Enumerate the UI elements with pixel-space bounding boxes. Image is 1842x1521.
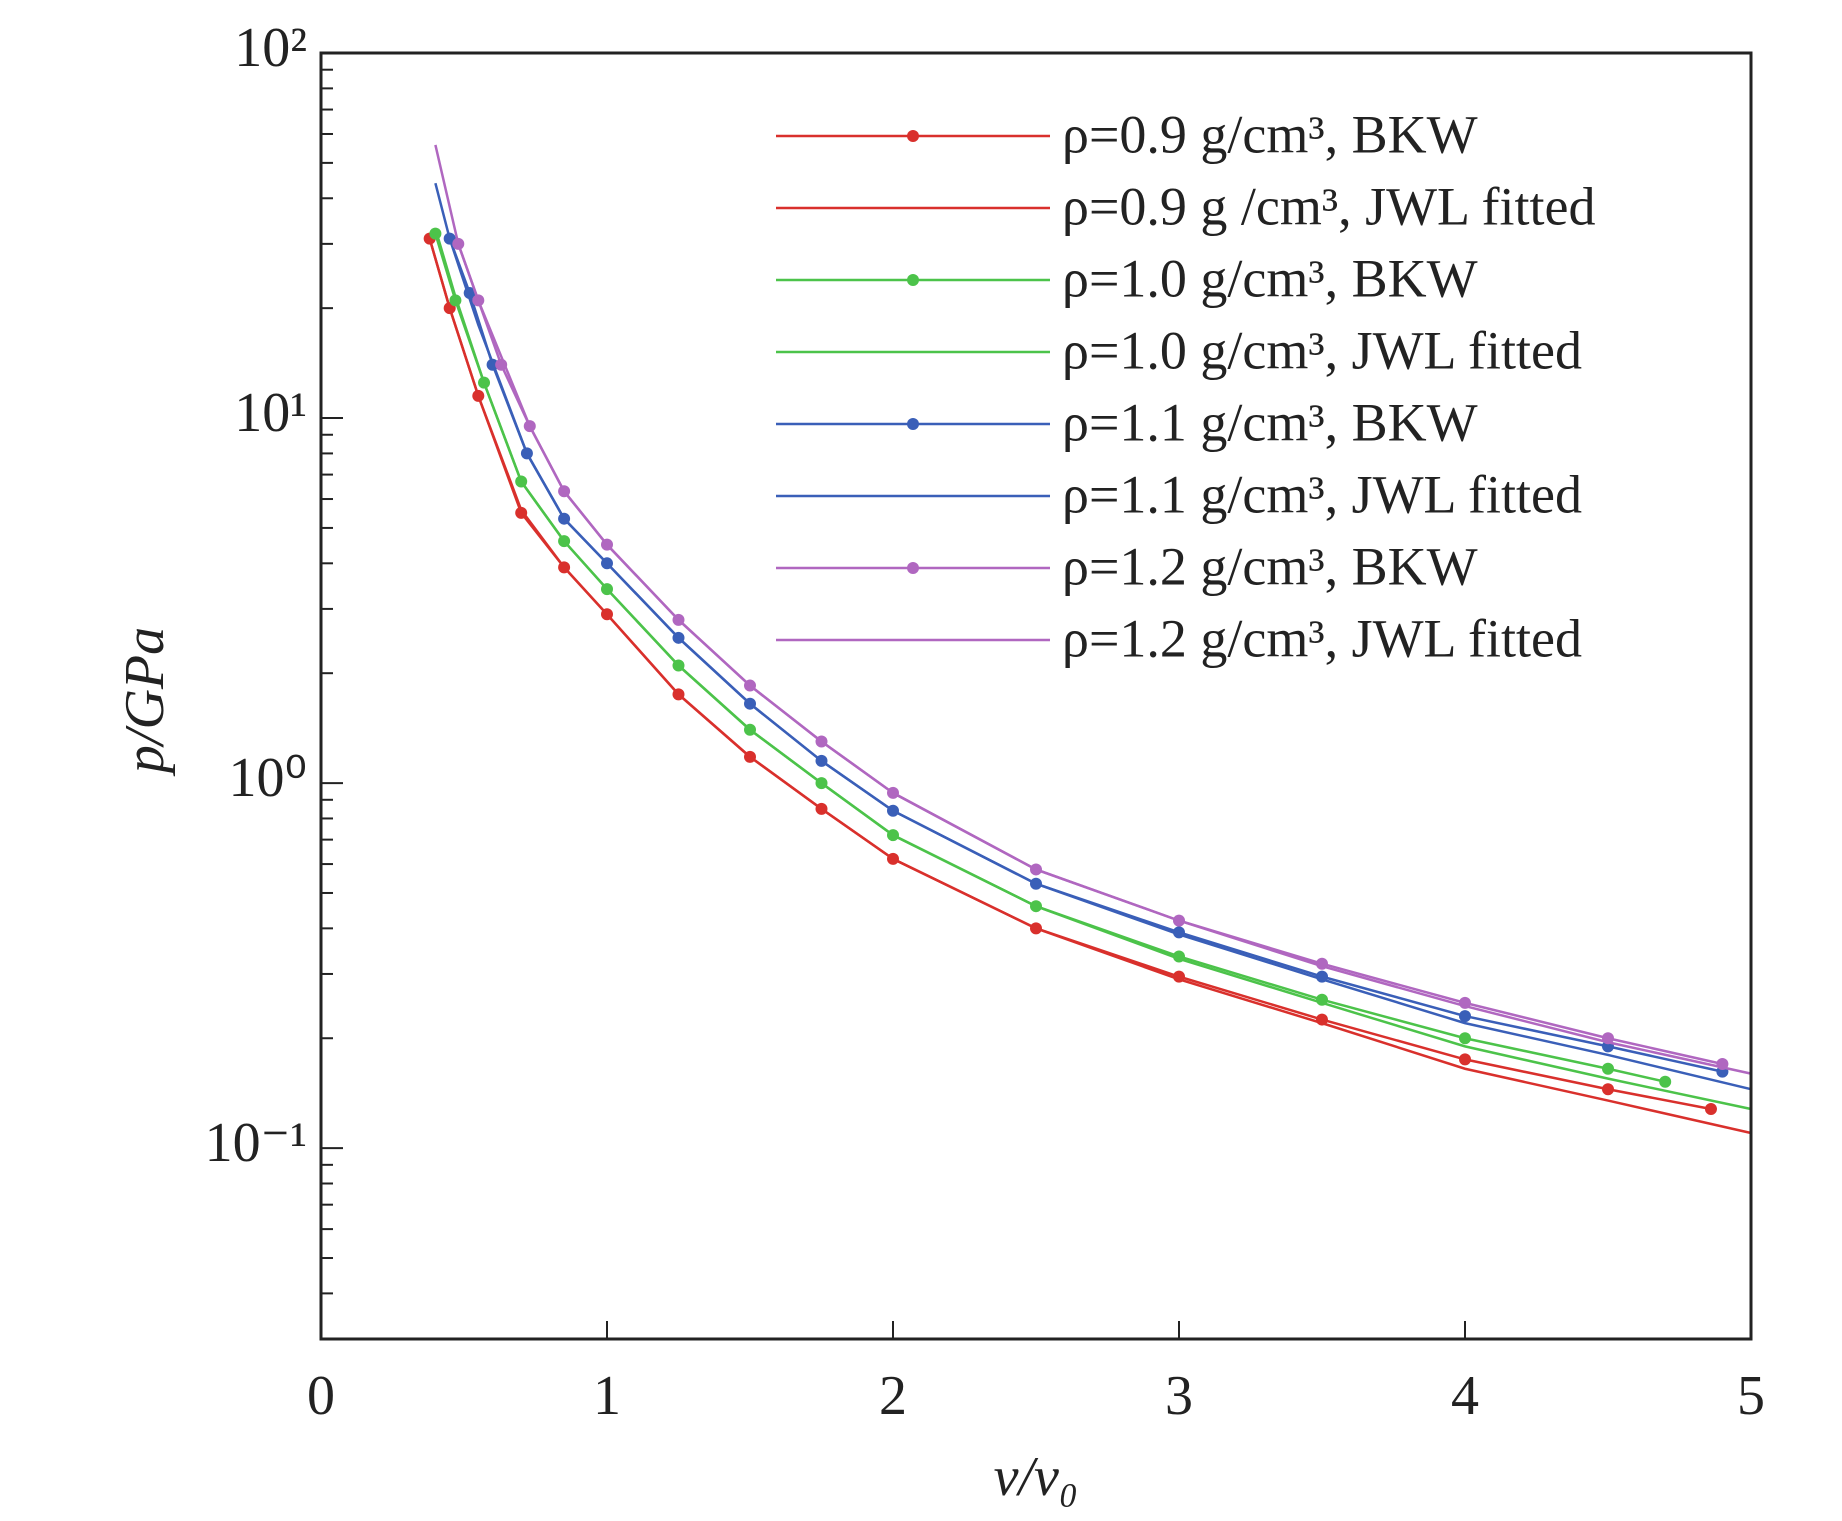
series-line xyxy=(428,238,1752,1135)
series-line xyxy=(434,144,1752,1075)
x-tick-label: 4 xyxy=(1451,1365,1479,1427)
data-point xyxy=(1659,1075,1672,1088)
x-axis-label: v/v₀ xyxy=(994,1446,1079,1508)
legend-marker xyxy=(907,274,919,286)
data-point xyxy=(1459,1032,1471,1045)
plot-frame xyxy=(319,51,1753,1341)
legend-label: ρ=1.2 g/cm³, JWL fitted xyxy=(1062,608,1582,668)
x-tick-label: 2 xyxy=(879,1365,907,1427)
data-point xyxy=(1602,1062,1614,1075)
legend-marker xyxy=(907,130,919,142)
legend-label: ρ=1.1 g/cm³, JWL fitted xyxy=(1062,464,1582,524)
legend-label: ρ=1.1 g/cm³, BKW xyxy=(1062,392,1478,452)
legend-marker xyxy=(907,562,919,574)
legend-label: ρ=1.2 g/cm³, BKW xyxy=(1062,536,1478,596)
data-point xyxy=(1459,1053,1471,1066)
series-line xyxy=(434,182,1752,1091)
data-point xyxy=(1704,1102,1717,1115)
legend-marker xyxy=(907,418,919,430)
y-tick-label: 10² xyxy=(234,17,307,79)
y-tick-label: 10⁰ xyxy=(229,747,307,809)
x-tick-label: 1 xyxy=(593,1365,621,1427)
x-tick-label: 5 xyxy=(1737,1365,1765,1427)
legend-label: ρ=0.9 g/cm³, BKW xyxy=(1062,104,1478,164)
data-point xyxy=(1602,1083,1614,1096)
legend-label: ρ=1.0 g/cm³, BKW xyxy=(1062,248,1478,308)
y-axis-label: p/GPa xyxy=(114,627,176,777)
series-line xyxy=(434,228,1752,1111)
legend-label: ρ=1.0 g/cm³, JWL fitted xyxy=(1062,320,1582,380)
legend-label: ρ=0.9 g /cm³, JWL fitted xyxy=(1062,176,1596,236)
x-tick-label: 3 xyxy=(1165,1365,1193,1427)
x-tick-label: 0 xyxy=(307,1365,335,1427)
y-tick-label: 10¹ xyxy=(234,382,307,444)
data-point xyxy=(1459,1010,1471,1023)
y-tick-label: 10⁻¹ xyxy=(205,1112,307,1174)
